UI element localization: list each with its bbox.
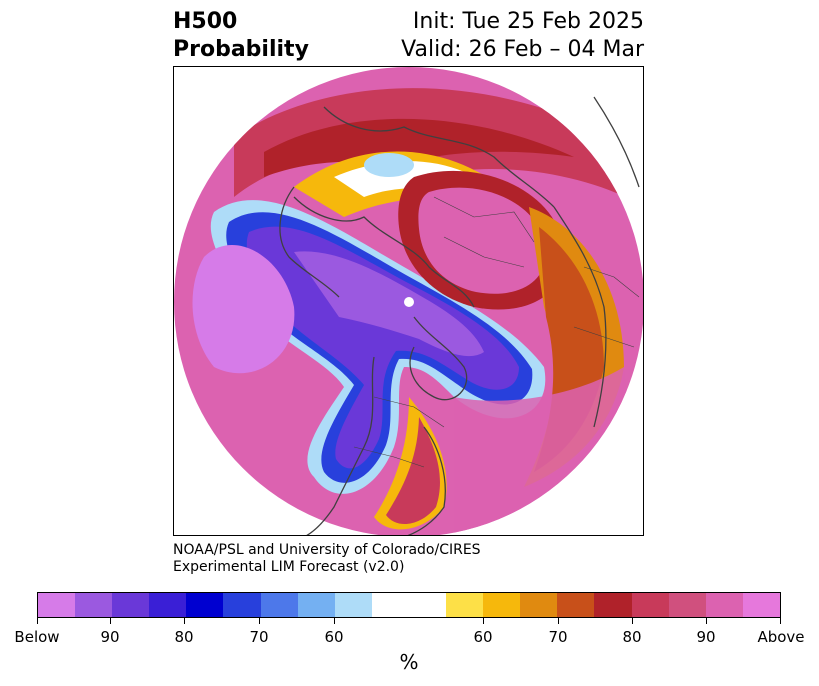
colorbar-swatch <box>705 593 743 617</box>
credit-line-2: Experimental LIM Forecast (v2.0) <box>173 559 405 575</box>
colorbar-swatch <box>557 593 595 617</box>
colorbar-swatch <box>520 593 558 617</box>
chart-title: H500 Probability <box>173 8 309 64</box>
colorbar-swatch <box>371 593 409 617</box>
colorbar-swatch <box>334 593 372 617</box>
colorbar-swatch <box>668 593 706 617</box>
colorbar-tick-label: 90 <box>696 628 716 646</box>
colorbar-tick-mark <box>259 618 260 624</box>
colorbar-swatch <box>112 593 150 617</box>
north-pole-marker <box>404 297 414 307</box>
colorbar-tick-label: Above <box>757 628 805 646</box>
colorbar-swatch <box>446 593 484 617</box>
colorbar-tick-mark <box>37 618 38 624</box>
coastline-overlay <box>279 96 640 535</box>
colorbar-tick-label: 70 <box>548 628 568 646</box>
variable-label: H500 <box>173 9 238 34</box>
colorbar-tick-label: 60 <box>324 628 344 646</box>
colorbar-swatch <box>742 593 780 617</box>
colorbar-tick-mark <box>706 618 707 624</box>
colorbar-swatch <box>38 593 76 617</box>
colorbar-tick-label: 80 <box>174 628 194 646</box>
forecast-dates: Init: Tue 25 Feb 2025 Valid: 26 Feb – 04… <box>401 8 644 64</box>
credit-line-1: NOAA/PSL and University of Colorado/CIRE… <box>173 542 481 558</box>
colorbar-tick-mark <box>184 618 185 624</box>
init-date: Init: Tue 25 Feb 2025 <box>412 9 644 34</box>
product-label: Probability <box>173 37 309 62</box>
colorbar-swatch <box>186 593 224 617</box>
colorbar-tick-label: Below <box>14 628 60 646</box>
colorbar-tick-mark <box>780 618 781 624</box>
map-panel <box>173 66 644 536</box>
colorbar <box>37 592 781 618</box>
colorbar-swatch <box>594 593 632 617</box>
colorbar-tick-mark <box>110 618 111 624</box>
colorbar-swatch <box>483 593 521 617</box>
colorbar-tick-label: 70 <box>249 628 269 646</box>
colorbar-tick-mark <box>334 618 335 624</box>
colorbar-unit: % <box>399 650 419 674</box>
colorbar-tick-mark <box>632 618 633 624</box>
colorbar-swatch <box>75 593 113 617</box>
probability-field <box>174 67 643 535</box>
colorbar-swatch <box>223 593 261 617</box>
colorbar-tick-label: 90 <box>100 628 120 646</box>
colorbar-swatch <box>631 593 669 617</box>
border-overlay <box>353 196 640 468</box>
probability-map <box>174 67 643 535</box>
colorbar-tick-mark <box>483 618 484 624</box>
colorbar-swatch <box>149 593 187 617</box>
colorbar-swatch <box>260 593 298 617</box>
colorbar-swatch <box>297 593 335 617</box>
colorbar-tick-label: 80 <box>622 628 642 646</box>
valid-range: Valid: 26 Feb – 04 Mar <box>401 37 644 62</box>
colorbar-tick-label: 60 <box>473 628 493 646</box>
credit-text: NOAA/PSL and University of Colorado/CIRE… <box>173 542 481 576</box>
colorbar-tick-mark <box>558 618 559 624</box>
colorbar-swatch <box>408 593 447 617</box>
